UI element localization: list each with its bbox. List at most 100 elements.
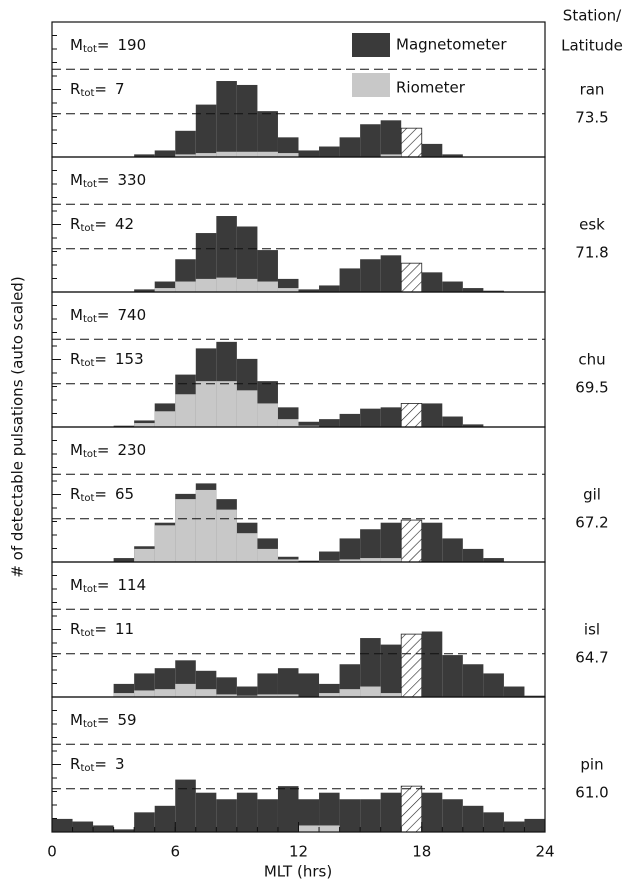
station-latitude: 67.2	[575, 514, 608, 532]
total-symbol: R	[70, 620, 80, 638]
total-symbol: M	[70, 576, 83, 594]
magnetometer-bar	[298, 673, 320, 697]
total-value: 7	[115, 80, 125, 98]
riometer-bar	[216, 151, 237, 157]
riometer-bar	[360, 686, 381, 697]
y-axis-label: # of detectable pulsations (auto scaled)	[9, 276, 27, 577]
riometer-bar	[339, 689, 361, 697]
total-symbol: R	[70, 485, 80, 503]
station-header: Station/	[563, 7, 622, 25]
riometer-bar	[298, 425, 320, 427]
magnetometer-bar	[524, 818, 545, 832]
total-value: 190	[118, 36, 147, 54]
riometer-bar	[257, 151, 278, 157]
riometer-bar	[380, 558, 402, 562]
riometer-bar	[113, 693, 135, 697]
riometer-bar	[257, 548, 278, 562]
magnetometer-bar	[400, 519, 423, 563]
magnetometer-bar	[421, 403, 443, 427]
magnetometer-bar	[154, 281, 176, 292]
rtot-label: Rtot= 42	[70, 215, 134, 235]
magnetometer-bar	[236, 686, 258, 697]
station-name: ran	[580, 81, 605, 99]
total-subscript: tot	[80, 358, 94, 369]
station-latitude: 64.7	[575, 649, 608, 667]
total-value: 65	[115, 485, 134, 503]
magnetometer-bar	[298, 560, 320, 562]
x-tick-label: 24	[535, 843, 554, 861]
total-value: 59	[118, 711, 137, 729]
magnetometer-bar	[462, 548, 484, 562]
rtot-label: Rtot= 153	[70, 350, 144, 370]
mtot-label: Mtot= 59	[70, 711, 137, 731]
magnetometer-bar	[462, 424, 484, 427]
total-subscript: tot	[80, 223, 94, 234]
magnetometer-bar	[400, 262, 423, 293]
magnetometer-bar	[483, 812, 504, 832]
magnetometer-bar	[175, 130, 196, 157]
station-latitude: 69.5	[575, 379, 608, 397]
riometer-bar	[175, 683, 196, 697]
magnetometer-bar	[421, 522, 443, 562]
total-symbol: R	[70, 80, 80, 98]
total-symbol: R	[70, 215, 80, 233]
magnetometer-bar	[360, 529, 381, 562]
station-name: esk	[579, 216, 605, 234]
total-equals: =	[97, 576, 110, 594]
magnetometer-bar	[360, 799, 381, 832]
magnetometer-bar	[277, 668, 299, 697]
magnetometer-bar	[298, 799, 320, 832]
total-subscript: tot	[80, 628, 94, 639]
total-symbol: M	[70, 306, 83, 324]
x-tick-label: 6	[170, 843, 180, 861]
riometer-bar	[195, 489, 217, 562]
magnetometer-bar	[442, 655, 463, 697]
magnetometer-bar	[483, 673, 504, 697]
riometer-bar	[319, 693, 340, 697]
magnetometer-bar	[339, 268, 361, 292]
total-equals: =	[94, 350, 107, 368]
magnetometer-bar	[462, 805, 484, 832]
magnetometer-bar	[134, 154, 155, 157]
magnetometer-bar	[339, 413, 361, 427]
total-equals: =	[94, 215, 107, 233]
total-subscript: tot	[80, 493, 94, 504]
magnetometer-bar	[339, 538, 361, 562]
magnetometer-bar	[236, 226, 258, 292]
riometer-bar	[175, 394, 196, 427]
magnetometer-bar	[380, 255, 402, 292]
magnetometer-bar	[195, 792, 217, 832]
riometer-bar	[236, 533, 258, 562]
total-symbol: M	[70, 441, 83, 459]
riometer-bar	[319, 560, 340, 562]
magnetometer-bar	[462, 664, 484, 697]
riometer-bar	[134, 548, 155, 562]
riometer-bar	[298, 825, 320, 832]
riometer-bar	[134, 690, 155, 697]
magnetometer-bar	[216, 216, 237, 292]
mtot-label: Mtot= 230	[70, 441, 146, 461]
riometer-bar	[216, 509, 237, 562]
legend-label: Riometer	[396, 79, 466, 97]
magnetometer-bar	[421, 143, 443, 157]
magnetometer-bar	[298, 289, 320, 292]
riometer-bar	[277, 288, 299, 292]
total-value: 230	[118, 441, 147, 459]
total-equals: =	[94, 485, 107, 503]
riometer-bar	[154, 689, 176, 697]
magnetometer-bar	[360, 408, 381, 427]
riometer-bar	[175, 154, 196, 157]
magnetometer-bar	[400, 403, 423, 428]
magnetometer-bar	[134, 289, 155, 292]
total-value: 11	[115, 620, 134, 638]
total-subscript: tot	[83, 449, 97, 460]
magnetometer-bar	[257, 673, 278, 697]
riometer-bar	[154, 525, 176, 562]
magnetometer-bar	[319, 419, 340, 427]
rtot-label: Rtot= 7	[70, 80, 125, 100]
magnetometer-bar	[483, 290, 504, 292]
rtot-label: Rtot= 3	[70, 755, 125, 775]
riometer-bar	[236, 278, 258, 292]
total-symbol: M	[70, 171, 83, 189]
riometer-bar	[380, 154, 402, 157]
